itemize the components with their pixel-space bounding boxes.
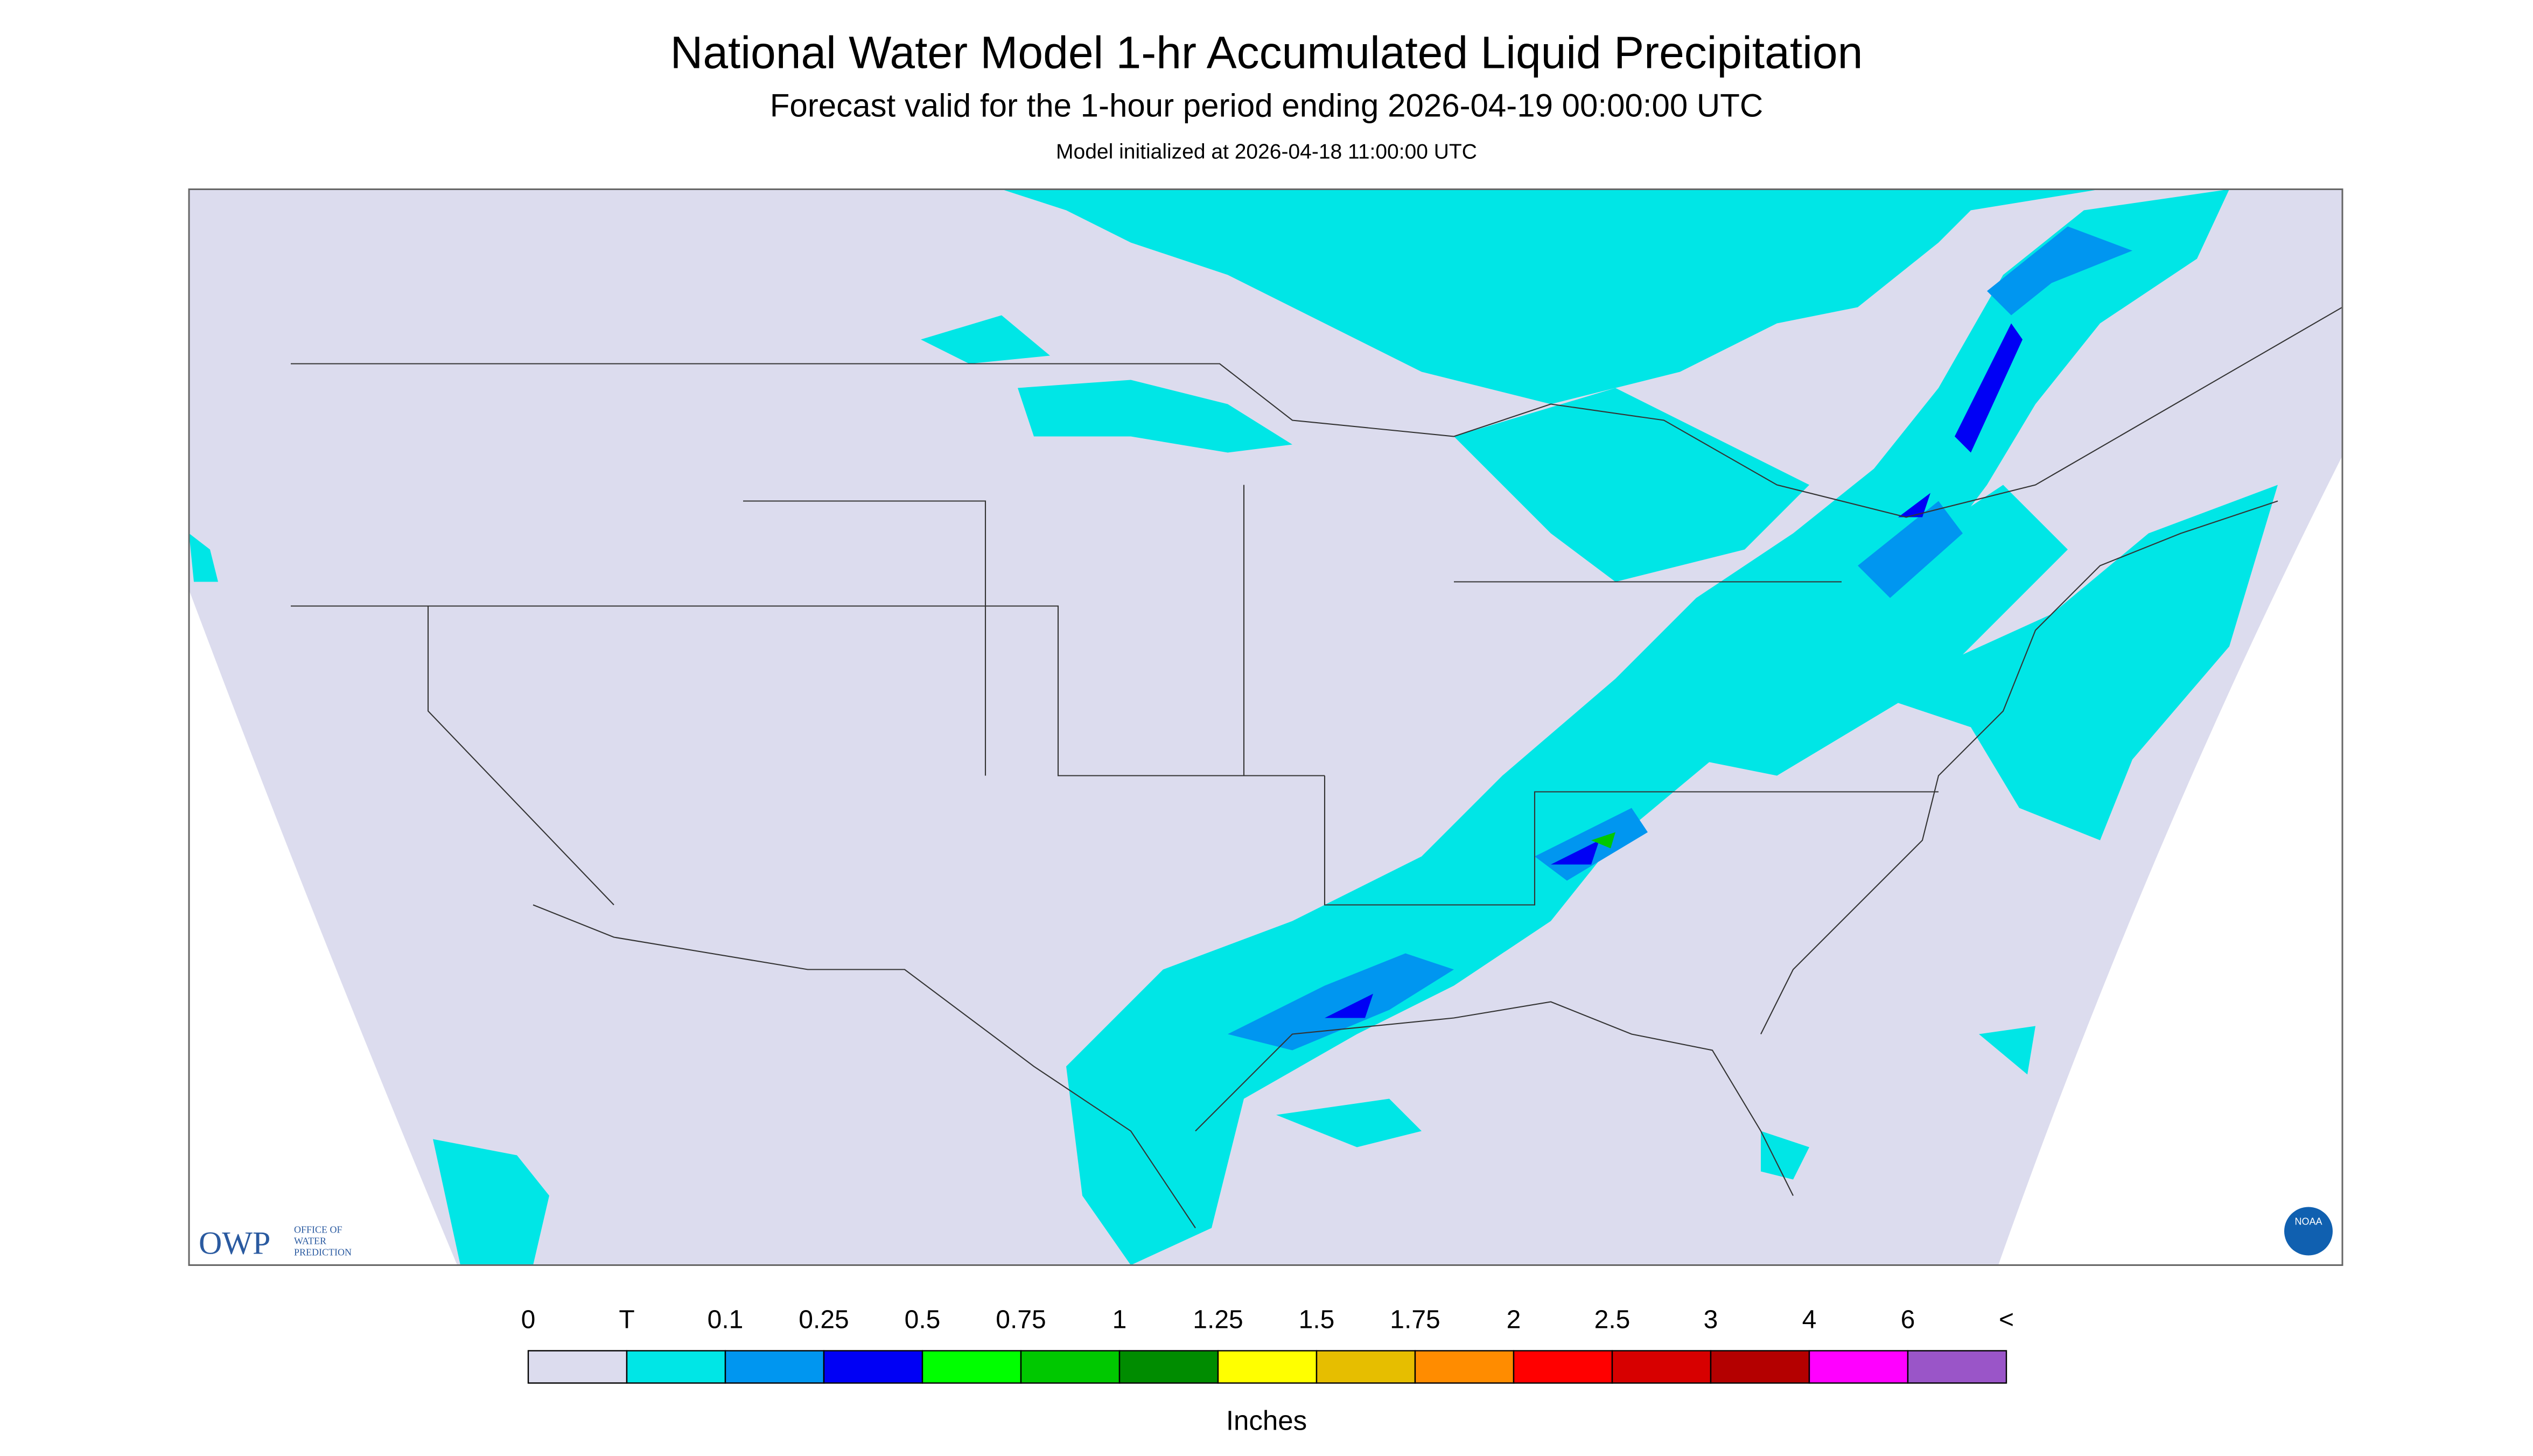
legend-label: 2 <box>1507 1306 1521 1334</box>
legend-label: 3 <box>1704 1306 1718 1334</box>
noaa-logo-text: NOAA <box>2294 1216 2322 1227</box>
legend: 0 T 0.1 0.25 0.5 0.75 1 1.25 1.5 1.75 2 2.5 3 4 6 < <box>521 1306 2014 1384</box>
legend-label: 1.75 <box>1390 1306 1440 1334</box>
legend-label: 1.5 <box>1299 1306 1335 1334</box>
map: OWP OFFICE OF WATER PREDICTION NOAA <box>188 188 2343 1266</box>
legend-swatch <box>921 1350 1022 1384</box>
legend-label: 1.25 <box>1193 1306 1243 1334</box>
init-note: Model initialized at 2026-04-18 11:00:00… <box>1056 141 1477 164</box>
map-frame <box>188 188 2343 1266</box>
owp-logo-text: OFFICE OF WATER PREDICTION <box>294 1224 352 1258</box>
domain <box>189 189 2342 1265</box>
legend-label: 0.25 <box>799 1306 849 1334</box>
precip-heavy <box>1325 323 2023 1018</box>
owp-text-line: PREDICTION <box>294 1247 352 1258</box>
legend-swatch <box>1513 1350 1613 1384</box>
legend-swatch <box>527 1350 628 1384</box>
legend-label: 1 <box>1112 1306 1127 1334</box>
legend-label: 6 <box>1901 1306 1915 1334</box>
legend-swatch <box>1907 1350 2007 1384</box>
legend-swatch <box>1808 1350 1909 1384</box>
legend-swatch <box>1611 1350 1712 1384</box>
title: National Water Model 1-hr Accumulated Li… <box>670 27 1863 78</box>
legend-swatch <box>823 1350 923 1384</box>
legend-label: 4 <box>1802 1306 1817 1334</box>
legend-swatch <box>1710 1350 1810 1384</box>
legend-label: < <box>1999 1306 2014 1334</box>
precip-peak <box>1591 832 1615 849</box>
legend-swatch <box>1118 1350 1219 1384</box>
legend-label: 0 <box>521 1306 536 1334</box>
legend-swatch <box>1414 1350 1515 1384</box>
legend-swatch <box>724 1350 825 1384</box>
legend-label: T <box>619 1306 634 1334</box>
owp-text-line: WATER <box>294 1236 326 1247</box>
subtitle: Forecast valid for the 1-hour period end… <box>770 88 1763 124</box>
legend-swatch <box>1020 1350 1121 1384</box>
legend-unit: Inches <box>1226 1405 1307 1436</box>
noaa-logo <box>2284 1207 2333 1256</box>
legend-label: 2.5 <box>1594 1306 1631 1334</box>
legend-swatch <box>626 1350 726 1384</box>
legend-label: 0.1 <box>708 1306 744 1334</box>
owp-logo: OWP <box>199 1226 270 1261</box>
legend-label: 0.5 <box>905 1306 941 1334</box>
boundaries <box>291 306 2343 1229</box>
owp-text-line: OFFICE OF <box>294 1224 342 1235</box>
legend-swatch <box>1316 1350 1416 1384</box>
legend-label: 0.75 <box>996 1306 1046 1334</box>
legend-swatch <box>1217 1350 1318 1384</box>
